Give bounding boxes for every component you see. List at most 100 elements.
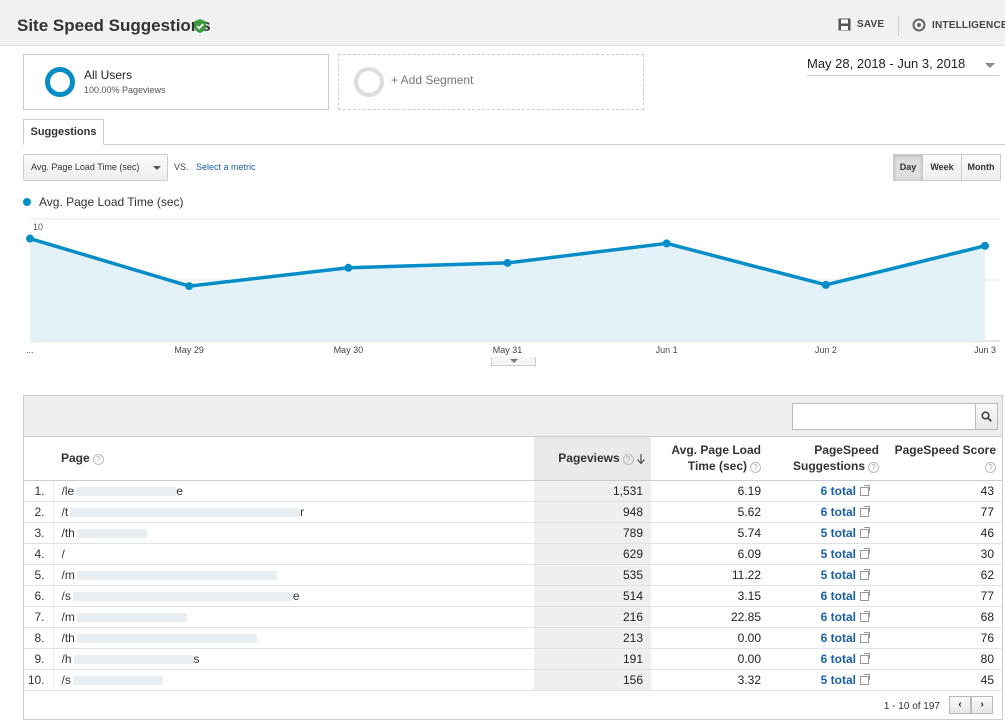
suggestions-text: 5 total — [820, 567, 856, 582]
load-time-cell: 6.09 — [651, 543, 769, 565]
chart-data-point[interactable] — [344, 263, 353, 272]
period-month-button[interactable]: Month — [961, 154, 1001, 181]
chart-data-point[interactable] — [981, 241, 989, 250]
chart-data-point[interactable] — [185, 282, 194, 291]
add-segment-label: + Add Segment — [391, 73, 474, 87]
suggestions-link[interactable]: 5 total — [769, 564, 887, 586]
page-path-link[interactable]: /th — [52, 522, 534, 544]
suggestions-column-header[interactable]: PageSpeed Suggestions? — [769, 437, 887, 481]
suggestions-text: 6 total — [820, 630, 856, 645]
vs-label: VS. — [174, 162, 189, 172]
page-path-text: /h — [61, 651, 72, 666]
chart-data-point[interactable] — [662, 239, 671, 248]
intelligence-button[interactable]: INTELLIGENCE — [912, 18, 1005, 32]
row-index: 1. — [24, 480, 53, 502]
legend-dot-icon — [23, 198, 31, 206]
score-column-header[interactable]: PageSpeed Score ? — [887, 437, 1002, 481]
metric-select-value: Avg. Page Load Time (sec) — [31, 162, 140, 172]
pageviews-cell: 213 — [534, 627, 651, 649]
table-row[interactable]: 6. /s e 514 3.15 6 total 77 — [24, 585, 1002, 607]
table-row[interactable]: 7. /m 216 22.85 6 total 68 — [24, 606, 1002, 628]
external-link-icon — [860, 610, 870, 622]
table-search-input[interactable] — [792, 403, 976, 430]
x-tick-label: Jun 3 — [974, 345, 996, 355]
page-path-link[interactable]: /m — [52, 606, 534, 628]
chart-collapse-handle[interactable] — [491, 357, 536, 366]
page-path-link[interactable]: /th — [52, 627, 534, 649]
legend-label: Avg. Page Load Time (sec) — [39, 195, 184, 209]
external-link-icon — [860, 547, 870, 559]
segment-ring-icon — [45, 67, 75, 97]
redacted-text — [76, 486, 177, 496]
segment-all-users[interactable]: All Users 100.00% Pageviews — [23, 54, 329, 110]
load-time-cell: 0.00 — [651, 627, 769, 649]
help-icon[interactable]: ? — [92, 453, 104, 465]
page-path-text: /le — [61, 483, 75, 498]
pageviews-column-header[interactable]: Pageviews? — [534, 437, 651, 481]
redacted-text — [72, 675, 163, 685]
page-path-link[interactable]: /s — [52, 669, 534, 691]
suggestions-link[interactable]: 5 total — [769, 543, 887, 565]
table-search-button[interactable] — [975, 403, 998, 430]
next-page-button[interactable]: › — [971, 696, 993, 714]
load-time-cell: 11.22 — [651, 564, 769, 586]
period-week-button[interactable]: Week — [922, 154, 962, 181]
intelligence-icon — [912, 18, 926, 32]
external-link-icon — [860, 652, 870, 664]
page-path-link[interactable]: /t r — [52, 501, 534, 523]
suggestions-link[interactable]: 6 total — [769, 648, 887, 670]
index-header — [24, 437, 53, 481]
segment-name: All Users — [84, 68, 133, 82]
table-row[interactable]: 8. /th 213 0.00 6 total 76 — [24, 627, 1002, 649]
suggestions-text: 6 total — [820, 483, 856, 498]
prev-page-button[interactable]: ‹ — [949, 696, 971, 714]
help-icon[interactable]: ? — [622, 453, 634, 465]
select-metric-link[interactable]: Select a metric — [196, 162, 256, 172]
table-row[interactable]: 2. /t r 948 5.62 6 total 77 — [24, 501, 1002, 523]
redacted-text — [76, 570, 277, 580]
table-row[interactable]: 10. /s 156 3.32 5 total 45 — [24, 669, 1002, 691]
suggestions-link[interactable]: 5 total — [769, 522, 887, 544]
chart-legend: Avg. Page Load Time (sec) — [23, 195, 184, 209]
chart-data-point[interactable] — [821, 280, 830, 289]
page-path-link[interactable]: / — [52, 543, 534, 565]
redacted-text — [76, 612, 187, 622]
page-path-link[interactable]: /le e — [52, 480, 534, 502]
suggestions-text: 6 total — [820, 588, 856, 603]
page-path-link[interactable]: /m — [52, 564, 534, 586]
row-index: 5. — [24, 564, 53, 586]
suggestions-text: 6 total — [820, 609, 856, 624]
help-icon[interactable]: ? — [868, 461, 879, 473]
tab-suggestions[interactable]: Suggestions — [23, 119, 104, 145]
suggestions-link[interactable]: 6 total — [769, 501, 887, 523]
period-day-button[interactable]: Day — [893, 154, 923, 181]
date-range-picker[interactable]: May 28, 2018 - Jun 3, 2018 — [807, 56, 999, 76]
page-header-label: Page — [61, 451, 90, 466]
chart-data-point[interactable] — [503, 258, 512, 267]
table-row[interactable]: 4. / 629 6.09 5 total 30 — [24, 543, 1002, 565]
table-row[interactable]: 1. /le e 1,531 6.19 6 total 43 — [24, 480, 1002, 502]
metric-select[interactable]: Avg. Page Load Time (sec) — [23, 154, 168, 181]
pageviews-cell: 191 — [534, 648, 651, 670]
load-time-column-header[interactable]: Avg. Page Load Time (sec)? — [651, 437, 769, 481]
table-row[interactable]: 3. /th 789 5.74 5 total 46 — [24, 522, 1002, 544]
page-path-link[interactable]: /s e — [52, 585, 534, 607]
suggestions-text: 5 total — [820, 525, 856, 540]
suggestions-link[interactable]: 6 total — [769, 606, 887, 628]
help-icon[interactable]: ? — [750, 461, 761, 473]
table-row[interactable]: 5. /m 535 11.22 5 total 62 — [24, 564, 1002, 586]
chart-data-point[interactable] — [26, 234, 34, 243]
save-button[interactable]: SAVE — [838, 18, 884, 31]
page-path-link[interactable]: /h s — [52, 648, 534, 670]
suggestions-link[interactable]: 6 total — [769, 627, 887, 649]
row-index: 2. — [24, 501, 53, 523]
suggestions-link[interactable]: 5 total — [769, 669, 887, 691]
suggestions-link[interactable]: 6 total — [769, 585, 887, 607]
load-time-cell: 5.74 — [651, 522, 769, 544]
page-column-header[interactable]: Page? — [53, 437, 534, 481]
table-row[interactable]: 9. /h s 191 0.00 6 total 80 — [24, 648, 1002, 670]
add-segment-button[interactable]: + Add Segment — [338, 54, 644, 110]
suggestions-link[interactable]: 6 total — [769, 480, 887, 502]
help-icon[interactable]: ? — [985, 461, 996, 473]
